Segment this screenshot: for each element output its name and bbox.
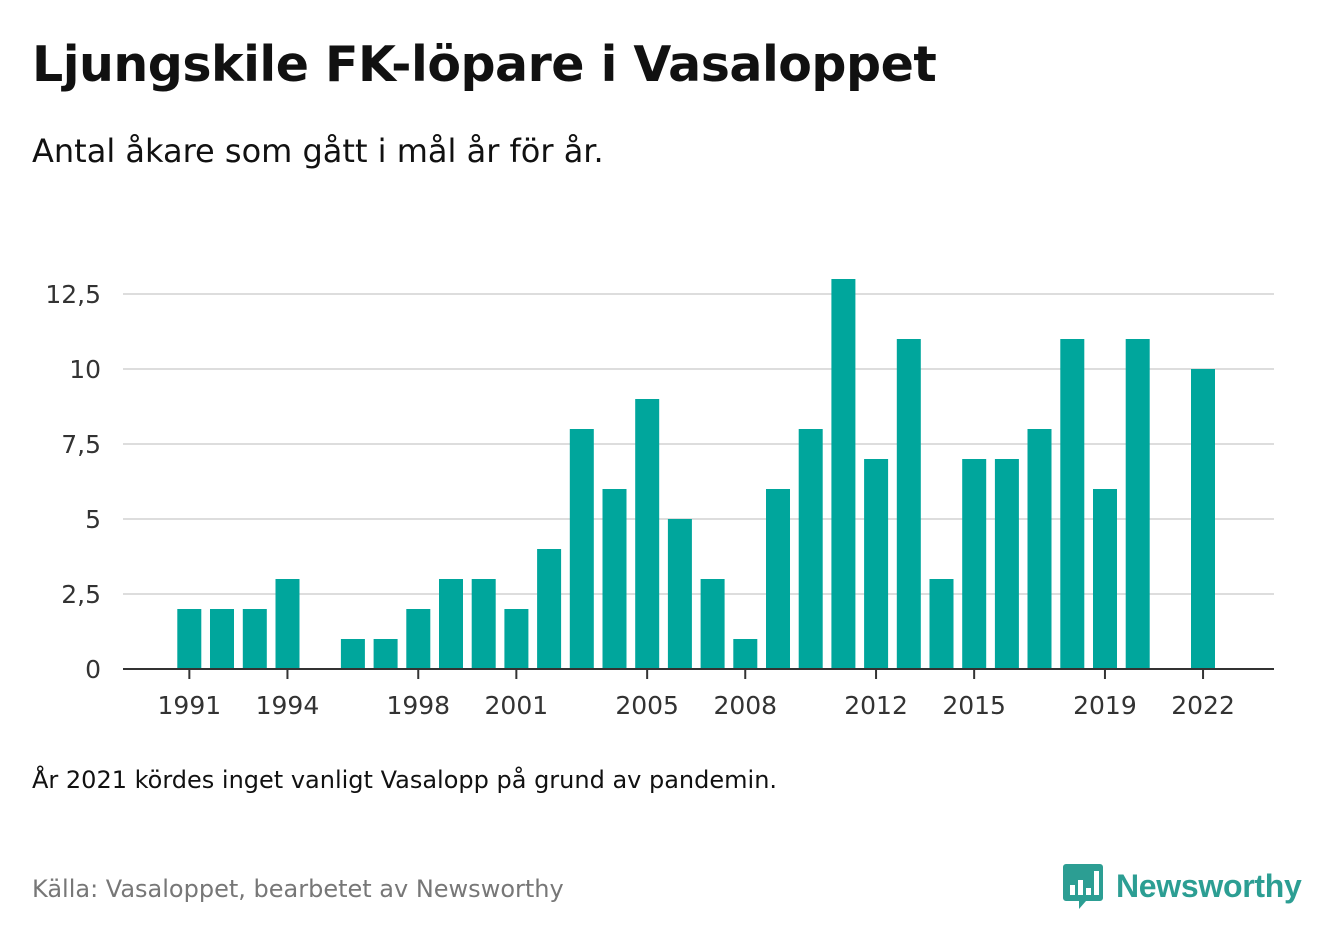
x-tick-label: 2019 — [1073, 691, 1137, 720]
x-tick-label: 1994 — [256, 691, 320, 720]
y-tick-label: 0 — [85, 655, 101, 684]
y-tick-label: 12,5 — [45, 280, 101, 309]
bar-2019 — [1093, 489, 1117, 669]
bar-2015 — [962, 459, 986, 669]
x-tick-label: 1991 — [158, 691, 222, 720]
bar-1991 — [177, 609, 201, 669]
bar-1992 — [210, 609, 234, 669]
bar-2010 — [799, 429, 823, 669]
bar-2016 — [995, 459, 1019, 669]
bar-2013 — [897, 339, 921, 669]
bar-2004 — [603, 489, 627, 669]
bar-2007 — [701, 579, 725, 669]
bar-2020 — [1126, 339, 1150, 669]
bar-chart-speech-bubble-icon — [1062, 862, 1104, 910]
bar-2000 — [472, 579, 496, 669]
newsworthy-logo: Newsworthy — [1062, 860, 1302, 912]
x-tick-label: 2008 — [713, 691, 777, 720]
bar-1997 — [374, 639, 398, 669]
bar-2001 — [504, 609, 528, 669]
chart-note: År 2021 kördes inget vanligt Vasalopp på… — [32, 766, 777, 794]
bar-1994 — [276, 579, 300, 669]
bar-1996 — [341, 639, 365, 669]
bar-2014 — [930, 579, 954, 669]
y-tick-label: 7,5 — [61, 430, 101, 459]
bar-2012 — [864, 459, 888, 669]
x-tick-label: 2001 — [485, 691, 549, 720]
bar-1998 — [406, 609, 430, 669]
bar-2002 — [537, 549, 561, 669]
bar-2017 — [1028, 429, 1052, 669]
bar-2018 — [1060, 339, 1084, 669]
bar-chart: 0 2,5 5 7,5 10 12,5 1991 1994 1998 2001 2005 2008 20… — [0, 0, 1340, 760]
bar-2011 — [831, 279, 855, 669]
bar-2005 — [635, 399, 659, 669]
x-tick-label: 1998 — [386, 691, 450, 720]
bar-2006 — [668, 519, 692, 669]
bar-1999 — [439, 579, 463, 669]
y-tick-label: 10 — [69, 355, 101, 384]
x-tick-label: 2012 — [844, 691, 908, 720]
bar-2009 — [766, 489, 790, 669]
bar-2022 — [1191, 369, 1215, 669]
x-tick-label: 2005 — [615, 691, 679, 720]
x-tick-label: 2015 — [942, 691, 1006, 720]
y-tick-label: 2,5 — [61, 580, 101, 609]
source-credit: Källa: Vasaloppet, bearbetet av Newswort… — [32, 875, 564, 903]
bar-1993 — [243, 609, 267, 669]
x-tick-label: 2022 — [1171, 691, 1235, 720]
bars — [177, 279, 1215, 669]
bar-2008 — [733, 639, 757, 669]
y-tick-label: 5 — [85, 505, 101, 534]
logo-text: Newsworthy — [1116, 868, 1302, 905]
bar-2003 — [570, 429, 594, 669]
